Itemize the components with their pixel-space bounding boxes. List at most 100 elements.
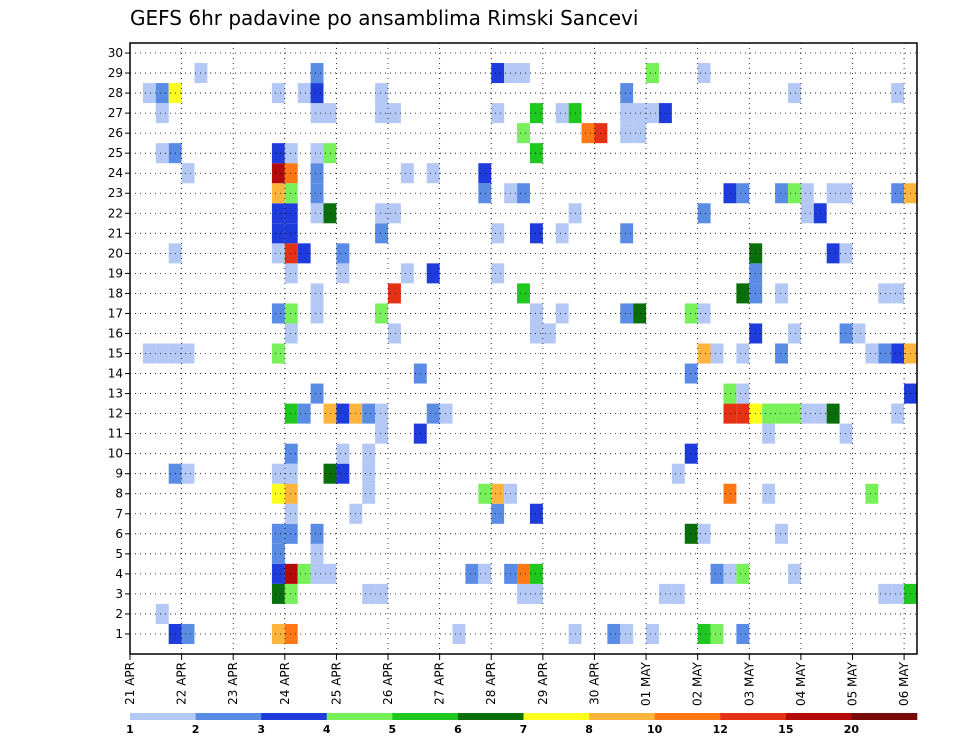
- cell-step30-member23: [517, 183, 530, 204]
- cell-step15-member27: [323, 103, 337, 124]
- cell-step19-member28: [375, 83, 389, 104]
- colorbar-label: 12: [713, 723, 728, 736]
- cell-step59-member3: [891, 583, 905, 604]
- y-tick-label: 13: [108, 387, 123, 401]
- cell-step21-member19: [400, 263, 414, 284]
- cell-step18-member12: [362, 403, 376, 424]
- cell-step11-member5: [271, 543, 285, 564]
- cell-step13-member20: [297, 243, 311, 264]
- cell-step33-member17: [555, 303, 569, 324]
- cell-step21-member24: [400, 163, 414, 184]
- cell-step50-member23: [775, 183, 788, 204]
- cell-step46-member4: [723, 563, 737, 584]
- cell-step12-member8: [284, 483, 298, 504]
- cell-step50-member18: [775, 283, 788, 304]
- cell-step11-member8: [271, 483, 285, 504]
- colorbar-swatch: [654, 713, 721, 720]
- cell-step55-member11: [839, 423, 853, 444]
- colorbar-swatch: [261, 713, 328, 720]
- cell-step16-member12: [336, 403, 350, 424]
- cell-step47-member4: [736, 563, 750, 584]
- cell-step24-member12: [439, 403, 453, 424]
- y-tick-label: 26: [108, 126, 123, 140]
- cell-step39-member27: [633, 103, 647, 124]
- colorbar-label: 1: [126, 723, 134, 736]
- cell-step14-member27: [310, 103, 324, 124]
- cell-step54-member12: [826, 403, 840, 424]
- cell-step49-member8: [762, 483, 776, 504]
- cell-step35-member26: [581, 123, 595, 144]
- cell-step31-member7: [529, 503, 543, 524]
- cell-step14-member28: [310, 83, 324, 104]
- cell-step27-member8: [478, 483, 492, 504]
- colorbar-swatch: [130, 713, 196, 720]
- colorbar-swatch: [195, 713, 262, 720]
- y-tick-label: 9: [115, 467, 123, 481]
- cell-step11-member24: [271, 163, 285, 184]
- cell-step47-member18: [736, 283, 750, 304]
- cell-step23-member24: [426, 163, 440, 184]
- y-tick-label: 7: [115, 507, 123, 521]
- cell-step20-member18: [388, 283, 401, 304]
- cell-step52-member23: [800, 183, 814, 204]
- x-tick-label: 05 MAY: [845, 661, 859, 706]
- cell-step13-member12: [297, 403, 311, 424]
- cell-step2-member25: [155, 143, 169, 164]
- colorbar-swatch: [720, 713, 787, 720]
- x-axis: 21 APR 22 APR 23 APR 24 APR 25 APR 26 APR 27 A…: [123, 654, 911, 706]
- cell-step12-member25: [284, 143, 298, 164]
- cell-step1-member15: [142, 343, 156, 364]
- cell-step50-member12: [775, 403, 788, 424]
- cell-step11-member21: [271, 223, 285, 244]
- cell-step45-member15: [710, 343, 724, 364]
- colorbar-swatch: [589, 713, 655, 720]
- cell-step31-member17: [529, 303, 543, 324]
- cell-step43-member17: [684, 303, 698, 324]
- cell-step12-member22: [284, 203, 298, 224]
- cell-step57-member8: [865, 483, 879, 504]
- x-tick-label: 04 MAY: [794, 661, 808, 706]
- cell-step19-member21: [375, 223, 389, 244]
- cell-step52-member12: [800, 403, 814, 424]
- cell-step28-member19: [491, 263, 505, 284]
- cell-step2-member28: [155, 83, 169, 104]
- y-tick-label: 20: [108, 246, 123, 260]
- cell-step28-member7: [491, 503, 505, 524]
- cell-step19-member12: [375, 403, 389, 424]
- cell-step1-member28: [142, 83, 156, 104]
- y-tick-label: 23: [108, 186, 123, 200]
- cell-step49-member12: [762, 403, 776, 424]
- y-tick-label: 10: [108, 447, 123, 461]
- cell-step49-member11: [762, 423, 776, 444]
- cell-step11-member4: [271, 563, 285, 584]
- y-tick-label: 2: [115, 607, 123, 621]
- cell-step4-member24: [181, 163, 195, 184]
- cell-step18-member3: [362, 583, 376, 604]
- cell-step18-member9: [362, 463, 376, 484]
- x-tick-label: 27 APR: [433, 662, 447, 705]
- x-tick-label: 21 APR: [123, 662, 137, 705]
- cell-step14-member13: [310, 383, 324, 404]
- cell-step11-member22: [271, 203, 285, 224]
- cell-step12-member6: [284, 523, 298, 544]
- cell-step31-member4: [529, 563, 543, 584]
- cell-step18-member10: [362, 443, 376, 464]
- y-tick-label: 27: [108, 106, 123, 120]
- plot-frame: [129, 42, 918, 655]
- cell-step12-member24: [284, 163, 298, 184]
- cell-step40-member1: [646, 623, 659, 644]
- grid-layer: [130, 43, 917, 654]
- cell-step59-member18: [891, 283, 905, 304]
- cell-step14-member25: [310, 143, 324, 164]
- cell-step59-member23: [891, 183, 905, 204]
- cell-step55-member23: [839, 183, 853, 204]
- cell-step16-member10: [336, 443, 350, 464]
- y-tick-label: 17: [108, 306, 123, 320]
- cell-step15-member25: [323, 143, 337, 164]
- cell-step12-member1: [284, 623, 298, 644]
- cell-step46-member12: [723, 403, 737, 424]
- cell-step12-member7: [284, 503, 298, 524]
- y-tick-label: 21: [108, 226, 123, 240]
- x-tick-label: 23 APR: [226, 662, 240, 705]
